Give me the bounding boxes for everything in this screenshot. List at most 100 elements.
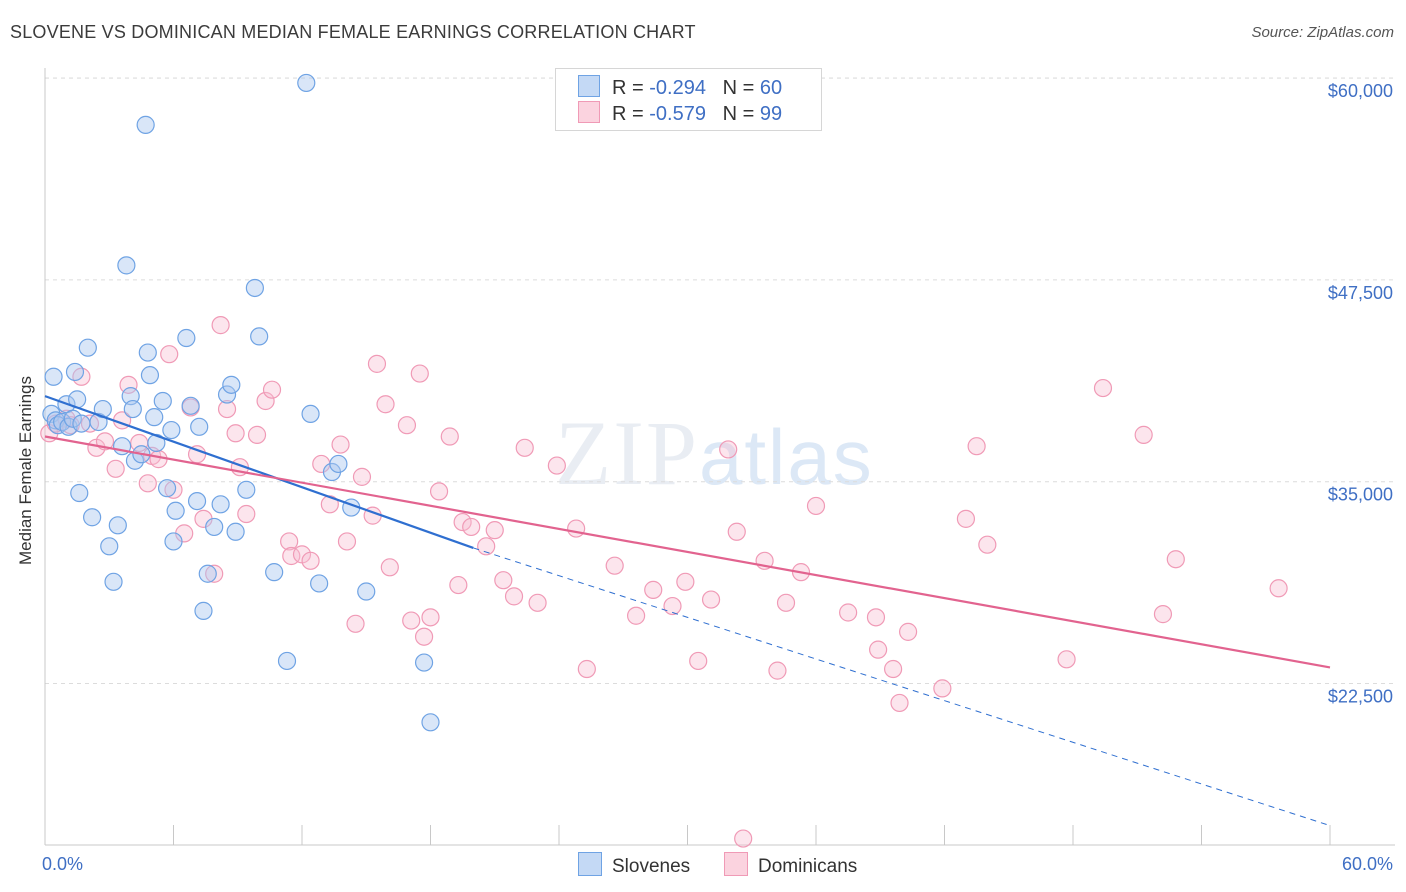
dominicans-point (119, 375, 138, 394)
slovenes-trend-extension (473, 547, 1331, 827)
slovenes-point (245, 278, 264, 298)
dominicans-point (414, 627, 434, 646)
slovenes-point (108, 516, 127, 535)
dominicans-point (727, 522, 746, 541)
dominicans-point (504, 587, 524, 606)
slovenes-point (198, 564, 217, 583)
dominicans-point (839, 603, 858, 622)
dominicans-point (1269, 579, 1288, 598)
dominicans-point (956, 509, 976, 528)
dominicans-point (663, 596, 682, 616)
slovenes-point (421, 713, 440, 732)
dominicans-point (402, 611, 421, 630)
dominicans-point (205, 564, 224, 583)
dominicans-point (164, 480, 183, 499)
slovenes-point (250, 327, 269, 346)
slovenes-point (164, 532, 183, 551)
dominicans-point (106, 459, 125, 478)
grid-lines (45, 77, 1395, 685)
y-tick-label: $47,500 (1328, 283, 1393, 303)
slovenes-point (222, 375, 241, 394)
watermark: ZIPatlas (555, 400, 874, 506)
dominicans-point (211, 316, 230, 335)
slovenes-point (117, 256, 136, 275)
watermark-zip: ZIP (555, 402, 699, 504)
dominicans-point (626, 606, 646, 625)
legend-row-dominicans: R = -0.579 N = 99 (578, 101, 782, 127)
dominicans-point (1166, 550, 1185, 569)
dominicans-point (689, 651, 708, 671)
dominicans-point (547, 456, 566, 475)
legend-r-label: R = (612, 103, 650, 125)
dominicans-point (866, 608, 886, 627)
slovenes-point (211, 495, 230, 514)
dominicans-point (380, 558, 399, 577)
slovenes-point (277, 651, 297, 671)
slovenes-point (177, 328, 196, 348)
dominicans-point (367, 354, 387, 373)
dominicans-point (440, 427, 459, 446)
dominicans-point (768, 661, 787, 680)
trend-lines (44, 395, 1331, 827)
slovenes-point (44, 367, 63, 386)
slovenes-point (205, 517, 224, 537)
slovenes-point (329, 454, 348, 474)
legend-label-slovenes: Slovenes (612, 856, 691, 877)
dominicans-point (567, 519, 586, 538)
dominicans-point (933, 679, 952, 698)
dominicans-point (462, 517, 481, 537)
slovenes-point (104, 572, 123, 591)
dominicans-point (262, 380, 282, 399)
tick-labels: $22,500 $35,000 $47,500 $60,000 0.0% 60.0% (42, 81, 1393, 874)
slovenes-point (187, 491, 207, 511)
dominicans-point (605, 556, 624, 575)
dominicans-point (421, 608, 440, 627)
legend-r-value: -0.579 (649, 103, 706, 125)
dominicans-point (485, 521, 504, 540)
dominicans-point (352, 467, 372, 486)
dominicans-swatch (724, 852, 748, 876)
dominicans-point (1153, 605, 1173, 624)
dominicans-point (577, 659, 596, 679)
slovenes-point (65, 362, 85, 382)
slovenes-point (78, 338, 97, 357)
dominicans-point (890, 693, 909, 713)
dominicans-point (337, 532, 357, 551)
dominicans-point (346, 614, 365, 633)
dominicans-point (701, 590, 721, 609)
slovenes-swatch (578, 852, 602, 876)
dominicans-point (644, 580, 663, 599)
dominicans-point (719, 440, 738, 459)
slovenes-point (297, 73, 316, 93)
slovenes-point (138, 343, 157, 362)
source-credit: Source: ZipAtlas.com (1251, 24, 1394, 41)
legend-r-value: -0.294 (649, 77, 706, 99)
legend-item-dominicans: Dominicans (724, 852, 857, 878)
dominicans-point (160, 345, 179, 364)
dominicans-point (869, 640, 888, 659)
dominicans-point (1057, 650, 1076, 669)
dominicans-point (331, 435, 350, 454)
slovenes-point (162, 420, 181, 440)
correlation-legend: R = -0.294 N = 60 R = -0.579 N = 99 (555, 68, 822, 131)
dominicans-point (1093, 378, 1113, 398)
dominicans-point (256, 391, 275, 411)
dominicans-point (247, 425, 267, 444)
dominicans-point (883, 659, 903, 679)
axes (44, 68, 1395, 846)
y-tick-label: $35,000 (1328, 485, 1393, 505)
slovenes-point (140, 366, 160, 385)
slovenes-point (414, 653, 434, 672)
slovenes-point (190, 417, 209, 436)
dominicans-point (149, 450, 168, 469)
slovenes-point (72, 414, 91, 433)
dominicans-trend-line (44, 435, 1331, 669)
dominicans-point (676, 572, 695, 591)
dominicans-point (453, 512, 472, 532)
slovenes-point (100, 537, 119, 556)
slovenes-swatch (578, 75, 600, 97)
legend-n-label: N = (722, 103, 760, 125)
slovenes-point (357, 582, 376, 601)
slovenes-point (310, 574, 329, 593)
